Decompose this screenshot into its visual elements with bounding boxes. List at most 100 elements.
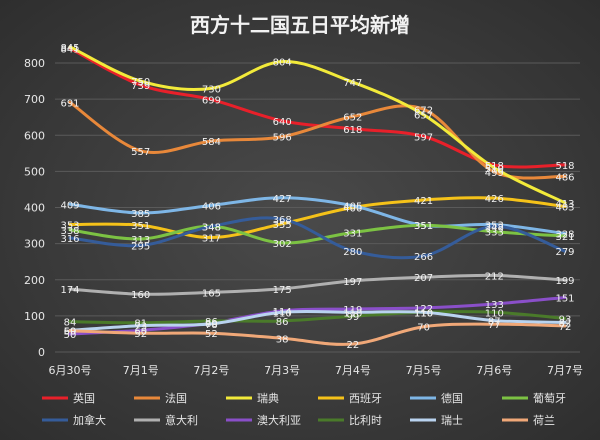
data-label: 295 <box>131 241 150 252</box>
data-label: 510 <box>485 164 504 175</box>
y-tick-label: 300 <box>24 238 45 251</box>
series-line-11 <box>68 309 567 332</box>
data-label: 750 <box>131 77 150 88</box>
data-label: 499 <box>485 168 504 179</box>
legend-entry: 英国 <box>73 391 95 405</box>
data-label: 747 <box>343 78 362 89</box>
data-label: 640 <box>273 117 292 128</box>
data-label: 804 <box>273 58 292 69</box>
data-label: 110 <box>485 308 504 319</box>
legend-entry: 瑞典 <box>257 391 279 405</box>
legend-entry: 葡萄牙 <box>533 392 566 405</box>
data-label: 691 <box>60 98 79 109</box>
data-label: 133 <box>485 300 504 311</box>
data-label: 597 <box>414 132 433 143</box>
data-label: 199 <box>555 276 574 287</box>
data-label: 406 <box>202 201 221 212</box>
data-label: 518 <box>555 161 574 172</box>
data-label: 86 <box>276 317 289 328</box>
legend-entry: 德国 <box>441 391 463 405</box>
data-label: 174 <box>60 285 79 296</box>
data-label: 160 <box>131 290 150 301</box>
y-tick-label: 0 <box>38 346 45 359</box>
data-label: 413 <box>555 199 574 210</box>
data-label: 316 <box>60 234 79 245</box>
data-label: 197 <box>343 277 362 288</box>
data-label: 266 <box>414 252 433 263</box>
data-label: 328 <box>555 230 574 241</box>
data-label: 351 <box>414 221 433 232</box>
legend-entry: 荷兰 <box>533 414 555 427</box>
data-label: 114 <box>273 307 292 318</box>
data-label: 165 <box>202 288 221 299</box>
data-label: 486 <box>555 172 574 183</box>
data-label: 405 <box>343 202 362 213</box>
legend-entry: 加拿大 <box>73 413 106 427</box>
data-label: 110 <box>273 308 292 319</box>
data-label: 385 <box>131 209 150 220</box>
data-label: 672 <box>414 105 433 116</box>
data-label: 699 <box>202 96 221 107</box>
data-label: 321 <box>555 232 574 243</box>
y-tick-label: 500 <box>24 165 45 178</box>
data-label: 279 <box>555 247 574 258</box>
y-tick-label: 100 <box>24 310 45 323</box>
data-label: 353 <box>60 221 79 232</box>
data-label: 841 <box>60 44 79 55</box>
data-label: 657 <box>414 111 433 122</box>
data-label: 302 <box>273 239 292 250</box>
series-line-9 <box>68 295 567 336</box>
data-label: 84 <box>64 318 77 329</box>
series-line-3 <box>68 45 567 205</box>
x-tick-label: 7月4号 <box>335 364 371 377</box>
x-tick-label: 7月7号 <box>547 364 583 377</box>
y-tick-label: 800 <box>24 57 45 70</box>
x-tick-label: 6月30号 <box>49 364 92 377</box>
series-line-6 <box>68 223 567 245</box>
data-label: 22 <box>346 340 359 351</box>
data-label: 355 <box>273 220 292 231</box>
series-line-8 <box>68 273 567 296</box>
data-label: 110 <box>414 308 433 319</box>
series-line-2 <box>68 100 567 180</box>
legend-entry: 澳大利亚 <box>257 413 301 427</box>
data-label: 207 <box>414 273 433 284</box>
data-label: 78 <box>205 320 218 331</box>
data-label: 584 <box>202 137 221 148</box>
data-label: 333 <box>485 228 504 239</box>
data-label: 59 <box>64 327 77 338</box>
data-label: 400 <box>343 204 362 215</box>
data-label: 86 <box>205 317 218 328</box>
data-label: 73 <box>134 322 147 333</box>
series-line-5 <box>68 196 567 236</box>
data-label: 52 <box>205 329 218 340</box>
series-line-12 <box>68 322 567 346</box>
series-line-7 <box>68 216 567 260</box>
data-label: 348 <box>202 222 221 233</box>
legend-entry: 意大利 <box>165 413 198 427</box>
data-label: 81 <box>134 319 147 330</box>
data-label: 317 <box>202 234 221 245</box>
x-tick-label: 7月1号 <box>123 364 159 377</box>
data-label: 60 <box>134 326 147 337</box>
data-label: 175 <box>273 285 292 296</box>
data-label: 518 <box>485 161 504 172</box>
data-label: 403 <box>555 202 574 213</box>
data-label: 338 <box>60 226 79 237</box>
data-label: 72 <box>559 322 572 333</box>
data-label: 351 <box>414 221 433 232</box>
data-label: 50 <box>64 330 77 341</box>
data-label: 351 <box>131 221 150 232</box>
x-tick-label: 7月6号 <box>476 364 512 377</box>
legend-entry: 瑞士 <box>441 413 463 427</box>
data-label: 151 <box>555 293 574 304</box>
data-label: 110 <box>343 308 362 319</box>
data-label: 596 <box>273 133 292 144</box>
data-label: 730 <box>202 84 221 95</box>
data-label: 348 <box>485 222 504 233</box>
data-label: 70 <box>417 323 430 334</box>
data-label: 739 <box>131 81 150 92</box>
data-label: 353 <box>485 221 504 232</box>
data-label: 280 <box>343 247 362 258</box>
